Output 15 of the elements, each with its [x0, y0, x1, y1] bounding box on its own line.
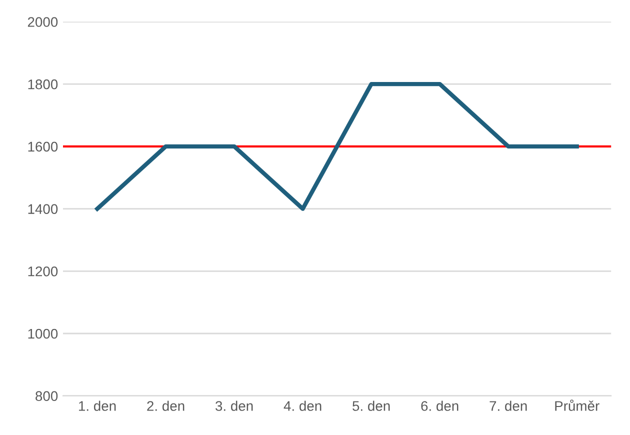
y-tick-label: 800 [36, 391, 58, 402]
y-tick-label: 1200 [28, 266, 58, 276]
x-tick-label: 2. den [147, 400, 184, 411]
y-tick-label: 2000 [28, 17, 58, 27]
x-tick-label: 1. den [79, 400, 116, 411]
x-tick-label: 5. den [352, 400, 390, 411]
y-tick-label: 1600 [28, 142, 58, 152]
x-tick-label: 7. den [490, 400, 527, 411]
x-tick-label: 4. den [284, 400, 322, 411]
x-tick-label: Průměr [555, 400, 600, 411]
y-tick-label: 1800 [28, 79, 58, 90]
x-tick-label: 6. den [421, 400, 458, 411]
x-tick-label: 3. den [216, 400, 253, 411]
y-tick-label: 1000 [28, 328, 58, 339]
y-tick-label: 1400 [28, 204, 58, 214]
